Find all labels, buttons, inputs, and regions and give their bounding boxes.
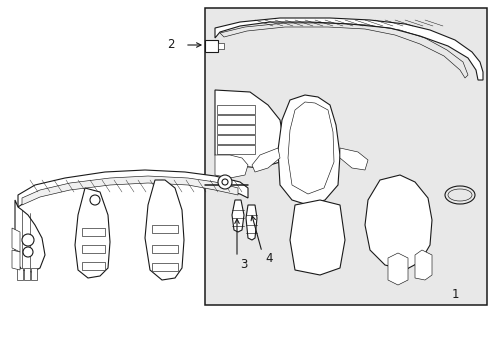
Circle shape: [22, 234, 34, 246]
Polygon shape: [414, 250, 431, 280]
Polygon shape: [364, 175, 431, 270]
Bar: [218, 43, 224, 49]
Polygon shape: [15, 200, 45, 272]
Text: 4: 4: [264, 252, 272, 265]
Polygon shape: [387, 253, 407, 285]
Polygon shape: [217, 135, 254, 144]
Polygon shape: [231, 200, 244, 232]
Polygon shape: [82, 228, 105, 236]
Circle shape: [218, 175, 231, 189]
Polygon shape: [145, 180, 183, 280]
Circle shape: [222, 179, 227, 185]
Polygon shape: [215, 155, 247, 178]
Polygon shape: [339, 148, 367, 170]
Polygon shape: [24, 268, 30, 280]
Polygon shape: [12, 228, 20, 252]
Polygon shape: [22, 176, 238, 205]
Text: 1: 1: [450, 288, 458, 301]
Text: 3: 3: [240, 258, 247, 271]
Polygon shape: [31, 268, 37, 280]
Polygon shape: [217, 125, 254, 134]
Polygon shape: [217, 115, 254, 124]
Polygon shape: [152, 245, 178, 253]
Polygon shape: [215, 90, 285, 168]
Bar: [204, 40, 218, 52]
Polygon shape: [251, 148, 280, 172]
Bar: [204, 8, 486, 305]
Polygon shape: [82, 245, 105, 253]
Polygon shape: [215, 18, 482, 80]
Polygon shape: [17, 268, 23, 280]
Polygon shape: [18, 170, 247, 207]
Polygon shape: [152, 263, 178, 271]
Polygon shape: [217, 105, 254, 114]
Polygon shape: [289, 200, 345, 275]
Polygon shape: [82, 262, 105, 270]
Polygon shape: [152, 225, 178, 233]
Text: 2: 2: [167, 39, 175, 51]
Polygon shape: [217, 145, 254, 154]
Polygon shape: [75, 188, 110, 278]
Polygon shape: [245, 205, 257, 240]
Polygon shape: [278, 95, 339, 205]
Circle shape: [90, 195, 100, 205]
Polygon shape: [12, 250, 20, 270]
Circle shape: [23, 247, 33, 257]
